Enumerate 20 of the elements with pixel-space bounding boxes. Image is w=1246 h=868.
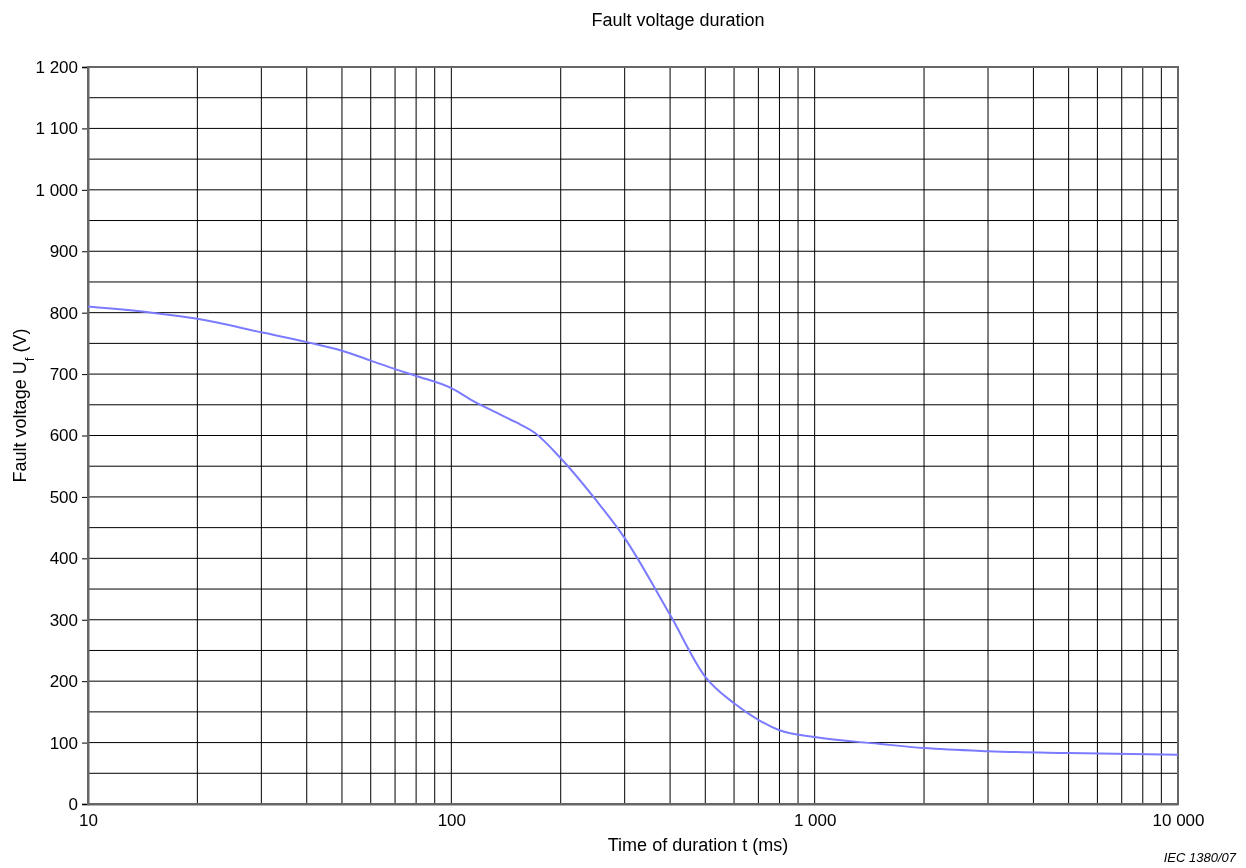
y-tick-label: 100 <box>49 733 78 753</box>
y-tick-label: 1 000 <box>35 180 78 200</box>
y-tick-label: 900 <box>49 242 78 262</box>
y-tick-label: 1 200 <box>35 57 78 77</box>
text: IEC 1380/07 <box>1163 850 1237 865</box>
y-tick-label: 400 <box>49 549 78 569</box>
x-tick-label: 10 000 <box>1152 811 1205 831</box>
x-tick-label: 100 <box>437 811 467 831</box>
y-tick-label: 600 <box>49 426 78 446</box>
y-tick-label: 500 <box>49 487 78 507</box>
x-tick-label: 1 000 <box>793 811 837 831</box>
y-tick-label: 300 <box>49 610 78 630</box>
y-tick-label: 200 <box>49 672 78 692</box>
y-tick-label: 700 <box>49 365 78 385</box>
y-tick-label: 800 <box>49 303 78 323</box>
chart-title: Fault voltage duration <box>591 10 765 30</box>
y-tick-label: 1 100 <box>35 119 78 139</box>
x-tick-label: 10 <box>79 811 98 831</box>
y-tick-label: 0 <box>68 794 78 814</box>
x-axis-title: Time of duration t (ms) <box>607 835 789 855</box>
